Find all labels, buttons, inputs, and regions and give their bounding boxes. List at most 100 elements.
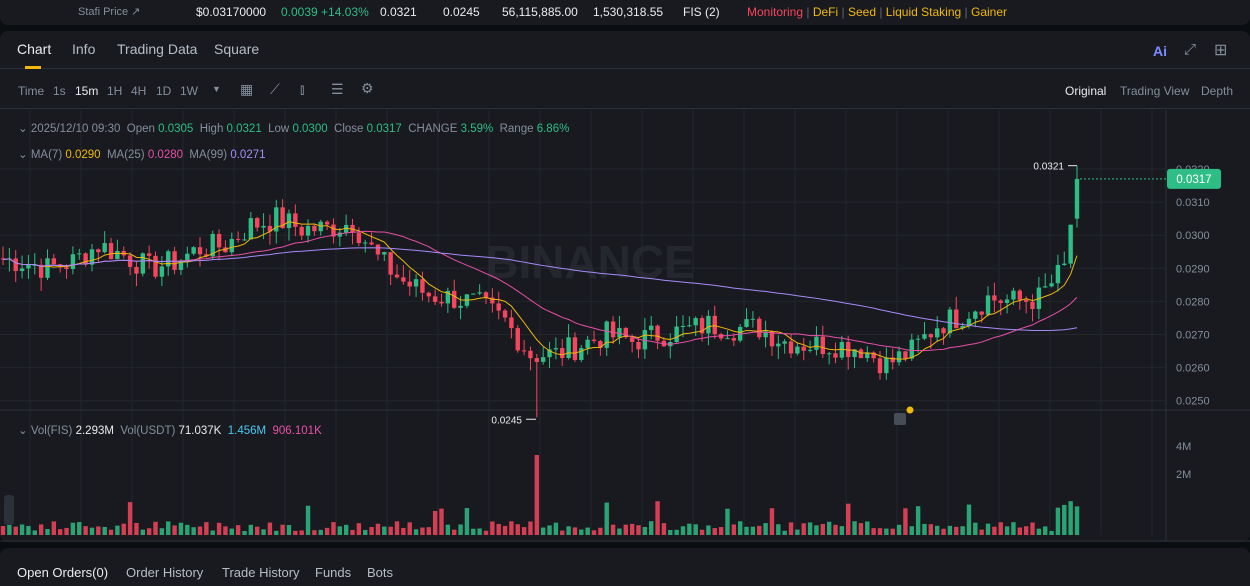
volume-bar — [299, 530, 304, 535]
calendar-icon[interactable]: ▦ — [240, 81, 254, 97]
tag-seed[interactable]: Seed — [847, 5, 876, 19]
tag-monitoring[interactable]: Monitoring — [747, 5, 804, 19]
tab-info[interactable]: Info — [72, 41, 96, 57]
volume-bar — [1068, 501, 1073, 535]
volume-bar — [115, 525, 120, 535]
volume-bar — [382, 526, 387, 535]
volume-bar — [458, 524, 463, 535]
interval-1d[interactable]: 1D — [156, 84, 172, 98]
chevron-down-icon[interactable]: ▼ — [212, 84, 221, 94]
tag-defi[interactable]: DeFi — [812, 5, 839, 19]
interval-time[interactable]: Time — [18, 84, 45, 98]
volume-bar — [229, 528, 234, 535]
tag-separator: | — [838, 5, 848, 19]
candle-body — [502, 310, 508, 318]
candle-body — [394, 274, 400, 278]
chart-toolbar: Time 1s 15m 1H 4H 1D 1W ▼ ▦ ⟋ ⫾ ☰ ⚙ Orig… — [0, 69, 1250, 109]
candle-body — [922, 334, 927, 339]
tag-gainer[interactable]: Gainer — [970, 5, 1008, 19]
volume-bar — [274, 530, 279, 535]
volume-bar — [178, 522, 184, 535]
tab-trading-data[interactable]: Trading Data — [117, 41, 198, 57]
ma25-label: MA(25) — [106, 149, 145, 161]
price-tick: 0.0290 — [1176, 263, 1210, 275]
candle-body — [255, 218, 260, 228]
volume-bar — [248, 524, 254, 535]
candle-body — [610, 321, 616, 338]
volume-bar — [617, 528, 622, 535]
view-depth[interactable]: Depth — [1201, 84, 1234, 98]
volume-bar — [350, 529, 355, 535]
volume-bar — [305, 505, 311, 535]
volume-bar — [210, 530, 215, 535]
volume-bar — [312, 530, 317, 535]
chevron-down-icon[interactable]: ⌄ — [18, 425, 28, 437]
candle-body — [699, 318, 705, 334]
candle-body — [782, 341, 787, 344]
candle-body — [26, 264, 31, 269]
gear-icon[interactable]: ⚙ — [361, 80, 374, 96]
candlestick-chart[interactable]: 16:0018:0020:0022:0000:0012/0904:0006:00… — [0, 110, 1250, 542]
token-info[interactable]: FIS (2) — [683, 5, 720, 19]
tab-funds[interactable]: Funds — [315, 565, 352, 580]
volume-bar — [394, 521, 400, 535]
grid-layout-icon[interactable]: ⊞ — [1214, 42, 1228, 59]
candle-body — [299, 226, 304, 236]
volume-bar — [820, 523, 825, 535]
candle-body — [153, 255, 158, 277]
volume-bar — [598, 527, 603, 535]
interval-1w[interactable]: 1W — [180, 84, 198, 98]
interval-1h[interactable]: 1H — [107, 84, 123, 98]
volume-bar — [934, 525, 940, 535]
volume-bar — [661, 523, 667, 535]
tab-square[interactable]: Square — [214, 41, 260, 57]
view-trading-view[interactable]: Trading View — [1120, 84, 1190, 98]
ai-icon[interactable]: Ai — [1153, 43, 1167, 59]
ma99-line — [2, 247, 1078, 332]
interval-15m[interactable]: 15m — [75, 84, 99, 98]
interval-4h[interactable]: 4H — [131, 84, 147, 98]
volume-bar — [788, 522, 794, 535]
expand-icon[interactable]: ⤢ — [1184, 41, 1197, 58]
ma99-label: MA(99) — [189, 149, 228, 161]
tab-bots[interactable]: Bots — [367, 565, 394, 580]
volume-bar — [966, 504, 972, 535]
settings-list-icon[interactable]: ☰ — [331, 81, 344, 97]
volume-bar — [32, 530, 37, 535]
chevron-down-icon[interactable]: ⌄ — [18, 149, 28, 161]
volume-bar — [604, 502, 609, 535]
candle-body — [884, 357, 889, 374]
tab-open-orders[interactable]: Open Orders(0) — [17, 565, 109, 580]
volume-bar — [45, 528, 50, 535]
candle-body — [521, 350, 527, 352]
candle-body — [235, 238, 241, 240]
ma7-label: MA(7) — [30, 149, 63, 161]
volume-bar — [13, 526, 18, 535]
indicator-icon[interactable]: ⟋ — [270, 81, 280, 97]
chevron-down-icon[interactable]: ⌄ — [18, 123, 28, 135]
ticker-name[interactable]: Stafi Price ↗ — [78, 6, 141, 18]
candle-body — [566, 337, 571, 359]
tab-chart[interactable]: Chart — [17, 41, 52, 57]
candle-style-icon[interactable]: ⫾ — [300, 81, 305, 97]
open-label: Open — [126, 123, 155, 135]
tab-trade-history[interactable]: Trade History — [222, 565, 300, 580]
volume-bar — [623, 524, 628, 535]
volume-bar — [737, 521, 743, 535]
tab-order-history[interactable]: Order History — [126, 565, 204, 580]
volume-bar — [890, 528, 895, 535]
price-tick: 0.0300 — [1176, 230, 1210, 242]
view-original[interactable]: Original — [1065, 84, 1107, 98]
ma7-value: 0.0290 — [65, 149, 101, 161]
tag-liquid-staking[interactable]: Liquid Staking — [885, 5, 962, 19]
candle-body — [954, 309, 959, 329]
volume-bar — [509, 521, 514, 535]
candle-body — [642, 330, 648, 350]
volume-bar — [769, 508, 775, 535]
interval-1s[interactable]: 1s — [53, 84, 66, 98]
volume-bar — [642, 527, 648, 535]
volume-bar — [1043, 526, 1048, 535]
candle-body — [795, 346, 800, 354]
change-value: 3.59% — [460, 123, 494, 135]
volume-bar — [102, 526, 107, 535]
